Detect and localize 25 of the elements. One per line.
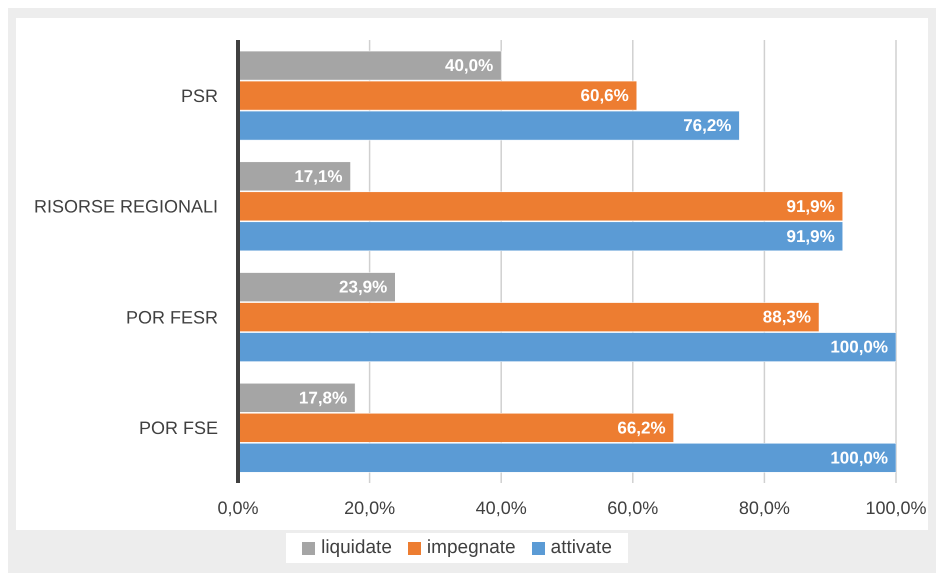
x-tick-label: 60,0% bbox=[607, 498, 658, 518]
x-tick-label: 0,0% bbox=[217, 498, 259, 518]
data-label: 23,9% bbox=[339, 278, 388, 297]
legend-label: attivate bbox=[550, 537, 612, 559]
x-tick-label: 80,0% bbox=[738, 498, 790, 518]
data-label: 100,0% bbox=[830, 338, 888, 357]
data-label: 88,3% bbox=[762, 308, 812, 327]
legend-label: impegnate bbox=[426, 537, 516, 559]
data-label: 76,2% bbox=[683, 116, 732, 136]
data-label: 17,8% bbox=[298, 388, 348, 408]
y-tick-label: POR FSE bbox=[138, 418, 218, 438]
x-tick-label: 20,0% bbox=[344, 498, 396, 518]
data-label: 100,0% bbox=[830, 448, 888, 468]
y-tick-label: RISORSE REGIONALI bbox=[34, 196, 218, 217]
data-label: 91,9% bbox=[786, 226, 835, 246]
data-label: 17,1% bbox=[294, 166, 343, 186]
data-label: 91,9% bbox=[786, 196, 835, 216]
x-tick-label: 40,0% bbox=[476, 498, 527, 518]
data-label: 66,2% bbox=[617, 418, 666, 438]
data-label: 60,6% bbox=[580, 86, 629, 106]
data-label: 40,0% bbox=[444, 56, 494, 76]
legend-label: liquidate bbox=[320, 537, 392, 559]
y-tick-label: POR FESR bbox=[126, 307, 218, 328]
x-tick-label: 100,0% bbox=[865, 498, 927, 518]
y-tick-label: PSR bbox=[180, 86, 218, 106]
